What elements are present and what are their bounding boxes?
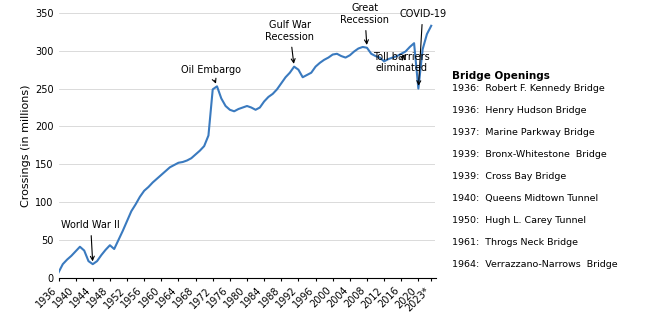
Text: 1937:  Marine Parkway Bridge: 1937: Marine Parkway Bridge <box>452 128 595 137</box>
Text: Gulf War
Recession: Gulf War Recession <box>265 20 315 63</box>
Text: World War II: World War II <box>61 220 120 260</box>
Text: Great
Recession: Great Recession <box>341 4 389 44</box>
Y-axis label: Crossings (in millions): Crossings (in millions) <box>21 84 31 207</box>
Text: Toll barriers
eliminated: Toll barriers eliminated <box>373 52 430 73</box>
Text: Bridge Openings: Bridge Openings <box>452 71 550 81</box>
Text: 1961:  Throgs Neck Bridge: 1961: Throgs Neck Bridge <box>452 238 578 247</box>
Text: Oil Embargo: Oil Embargo <box>181 65 240 83</box>
Text: 1939:  Cross Bay Bridge: 1939: Cross Bay Bridge <box>452 172 566 181</box>
Text: 1936:  Henry Hudson Bridge: 1936: Henry Hudson Bridge <box>452 106 586 115</box>
Text: COVID-19: COVID-19 <box>399 9 446 85</box>
Text: 1940:  Queens Midtown Tunnel: 1940: Queens Midtown Tunnel <box>452 194 598 203</box>
Text: 1964:  Verrazzano-Narrows  Bridge: 1964: Verrazzano-Narrows Bridge <box>452 260 618 269</box>
Text: 1939:  Bronx-Whitestone  Bridge: 1939: Bronx-Whitestone Bridge <box>452 150 606 159</box>
Text: 1950:  Hugh L. Carey Tunnel: 1950: Hugh L. Carey Tunnel <box>452 216 586 225</box>
Text: 1936:  Robert F. Kennedy Bridge: 1936: Robert F. Kennedy Bridge <box>452 84 604 93</box>
